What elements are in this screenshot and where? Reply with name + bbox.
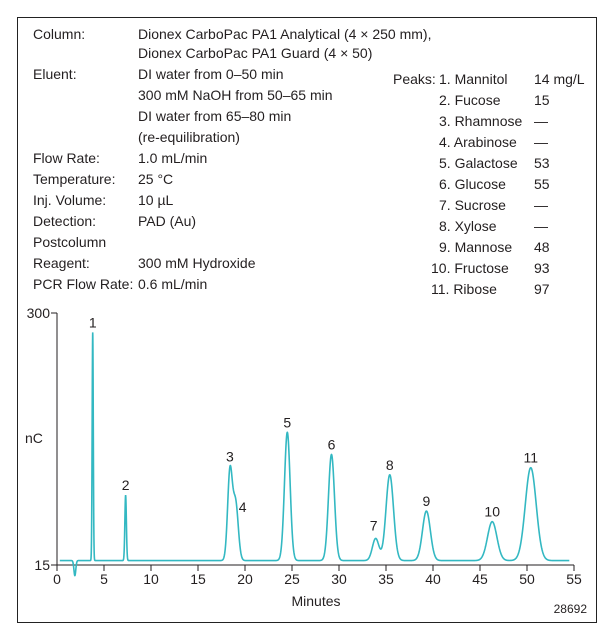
x-tick-label: 40 (425, 571, 441, 587)
x-tick-label: 45 (472, 571, 488, 587)
x-ticks: 0 5 10 15 20 25 30 35 40 45 50 55 (53, 565, 582, 587)
peak-label: 9 (423, 493, 431, 509)
x-tick-label: 55 (566, 571, 582, 587)
peak-label: 10 (484, 504, 500, 520)
chromatogram-trace (60, 332, 569, 575)
x-tick-label: 15 (190, 571, 206, 587)
x-tick-label: 50 (519, 571, 535, 587)
x-axis-label: Minutes (291, 593, 340, 609)
peak-label: 3 (226, 448, 234, 464)
x-tick-label: 5 (100, 571, 108, 587)
peak-label: 2 (122, 477, 130, 493)
x-tick-label: 25 (284, 571, 300, 587)
peak-label: 8 (386, 457, 394, 473)
x-tick-label: 30 (331, 571, 347, 587)
peak-label: 5 (283, 414, 291, 430)
y-tick-label: 300 (27, 305, 51, 321)
peak-label: 6 (328, 436, 336, 452)
x-tick-label: 20 (237, 571, 253, 587)
peak-label: 4 (239, 499, 247, 515)
x-tick-label: 10 (143, 571, 159, 587)
peak-label: 1 (89, 314, 97, 330)
peak-label: 11 (523, 450, 538, 466)
peak-label: 7 (370, 517, 378, 533)
figure-id: 28692 (554, 602, 588, 616)
x-tick-label: 0 (53, 571, 61, 587)
y-axis-label: nC (25, 430, 43, 446)
x-tick-label: 35 (378, 571, 394, 587)
y-tick-label: 15 (34, 557, 50, 573)
peak-labels: 1 2 3 4 5 6 7 8 9 10 11 (89, 314, 538, 533)
